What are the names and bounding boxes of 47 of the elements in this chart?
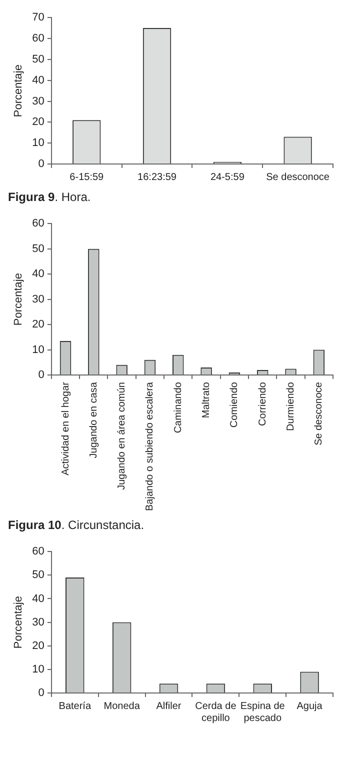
y-tick-label: 20 — [32, 318, 44, 331]
x-tick-label: Batería — [58, 700, 92, 712]
y-tick-label: 20 — [32, 640, 44, 652]
y-tick-label: 20 — [32, 116, 44, 128]
x-tick-label: Actividad en el hogar — [60, 381, 72, 476]
x-tick-label: 16:23:59 — [138, 172, 177, 183]
y-tick-label: 50 — [32, 53, 44, 66]
y-tick-label: 40 — [32, 592, 44, 605]
x-tick-label: 24-5:59 — [210, 172, 245, 183]
y-tick-label: 0 — [38, 369, 44, 382]
y-tick-label: 0 — [38, 687, 44, 700]
x-tick-label: Jugando en área común — [116, 382, 128, 490]
x-tick-label: Se desconoce — [314, 382, 325, 446]
text: Figura 10. Circunstancia. — [8, 518, 144, 532]
y-tick-label: 30 — [32, 616, 44, 628]
x-tick-label: Jugando en casa — [88, 382, 100, 458]
x-tick-label: 6-15:59 — [70, 172, 104, 183]
text: Figura 9. Hora. — [8, 190, 91, 204]
x-tick-label: Durmiendo — [286, 382, 297, 431]
x-tick-label: Comiendo — [229, 382, 240, 428]
x-tick-label: Aguja — [296, 700, 323, 712]
y-tick-label: 10 — [32, 137, 44, 150]
x-tick-label: Corriendo — [257, 382, 268, 426]
x-tick-label: Cerda de cepillo — [195, 700, 237, 724]
y-tick-label: 60 — [32, 218, 44, 230]
y-tick-label: 10 — [32, 663, 44, 676]
y-axis-title: Porcentaje — [12, 596, 25, 649]
x-tick-label: Bajando o subiendo escalera — [144, 382, 156, 511]
x-tick-label: Caminando — [172, 382, 184, 434]
y-tick-label: 50 — [32, 569, 44, 582]
y-tick-label: 60 — [32, 546, 44, 558]
y-tick-label: 50 — [32, 242, 44, 255]
y-tick-label: 60 — [32, 32, 44, 45]
y-tick-label: 70 — [32, 12, 44, 24]
y-axis-title: Porcentaje — [12, 273, 25, 326]
y-tick-label: 30 — [32, 95, 44, 108]
x-tick-label: Alfiler — [156, 700, 182, 712]
y-tick-label: 0 — [38, 158, 44, 170]
y-tick-label: 40 — [32, 74, 44, 86]
y-tick-label: 40 — [32, 268, 44, 280]
x-tick-label: Moneda — [104, 700, 140, 712]
y-tick-label: 10 — [32, 344, 44, 356]
y-axis-title: Porcentaje — [12, 64, 25, 118]
y-tick-label: 30 — [32, 293, 44, 306]
x-tick-label: Espina de pescado — [240, 700, 286, 724]
x-tick-label: Maltrato — [201, 382, 212, 418]
x-tick-label: Se desconoce — [266, 172, 330, 183]
